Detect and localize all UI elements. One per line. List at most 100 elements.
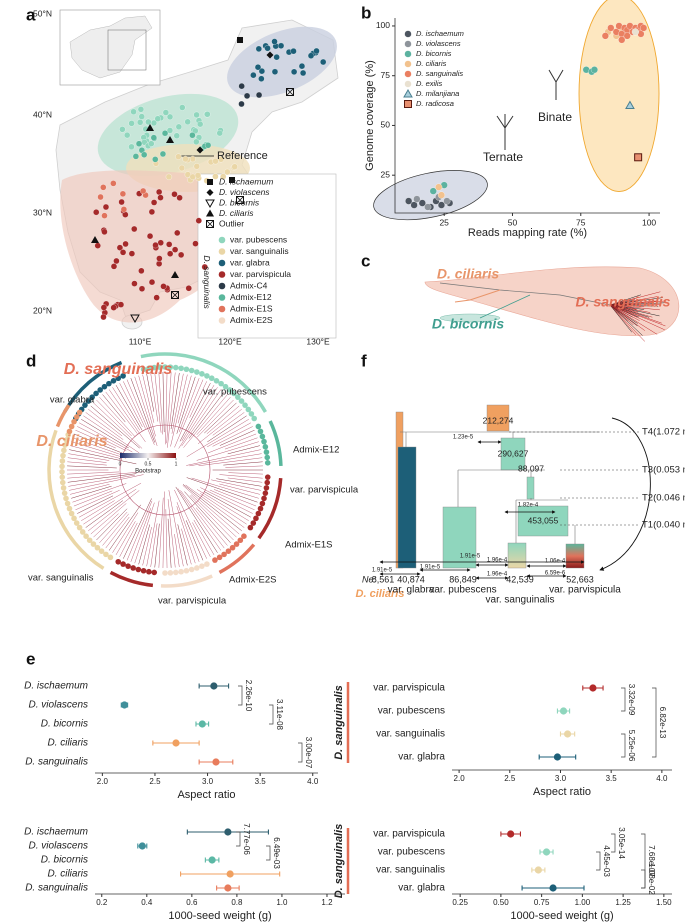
tip xyxy=(64,500,71,507)
dot xyxy=(549,884,557,892)
x-axis-title: Reads mapping rate (%) xyxy=(468,227,587,239)
sample-point xyxy=(193,138,200,145)
sample-point xyxy=(166,127,174,134)
branch xyxy=(207,415,247,443)
colorbar xyxy=(120,453,176,458)
sample-point xyxy=(173,132,180,139)
sample-point xyxy=(150,134,157,141)
y-tick-label: 50 xyxy=(381,120,391,130)
tip xyxy=(229,544,236,551)
clade-label: var. parvispicula xyxy=(158,596,227,607)
branch xyxy=(130,508,152,562)
significance-bracket xyxy=(621,733,626,758)
branch xyxy=(189,495,234,541)
shape-square xyxy=(207,179,213,185)
tip xyxy=(257,505,264,512)
migration-rate: 1.06e-4 xyxy=(545,559,566,565)
lat-tick-label: 30°N xyxy=(33,207,52,217)
x-tick-label: 50 xyxy=(508,217,518,227)
legend-group-label: D. sanguinalis xyxy=(202,255,212,309)
shape-triangle-up xyxy=(146,124,154,131)
branch xyxy=(197,399,234,438)
branch xyxy=(175,486,218,553)
population-label: var. pubescens xyxy=(429,585,496,596)
point xyxy=(623,32,631,40)
category-label: D. sanguinalis xyxy=(25,757,88,768)
region-northeast xyxy=(227,26,337,98)
icon-ternate xyxy=(496,114,514,150)
point xyxy=(404,60,412,68)
sample-point xyxy=(231,163,238,170)
dot xyxy=(507,830,515,838)
tip xyxy=(262,444,269,450)
category-label: var. pubescens xyxy=(378,706,445,717)
branch xyxy=(228,472,263,475)
branch xyxy=(200,487,253,514)
tip xyxy=(204,561,210,567)
tip xyxy=(264,454,271,461)
legend-swatch xyxy=(218,271,226,278)
p-value: 2.26e-10 xyxy=(244,680,253,712)
point xyxy=(590,66,598,74)
branch xyxy=(105,391,138,434)
x-tick-label: 2.0 xyxy=(97,777,109,786)
legend-label: D. milanjiana xyxy=(416,89,459,98)
significance-bracket xyxy=(298,742,303,763)
population-box xyxy=(442,506,477,569)
point xyxy=(404,40,412,48)
x-tick-label: 3.5 xyxy=(255,777,267,786)
branch xyxy=(67,461,107,466)
tip xyxy=(85,398,92,404)
migration-rate: 1.91e-5 xyxy=(372,568,393,574)
x-tick-label: 3.5 xyxy=(606,774,618,783)
sample-point xyxy=(204,111,211,118)
tip xyxy=(66,505,73,512)
sample-point xyxy=(138,285,146,292)
tip xyxy=(60,485,67,491)
dot xyxy=(210,682,218,690)
branch xyxy=(186,449,261,466)
clade-arc xyxy=(160,574,213,588)
x-tick-label: 25 xyxy=(439,217,449,227)
branch xyxy=(185,484,245,528)
x-tick-label: 100 xyxy=(642,217,656,227)
branch xyxy=(609,304,660,311)
branch xyxy=(182,484,242,532)
tip xyxy=(110,377,117,384)
tip xyxy=(94,544,101,551)
clade-arc xyxy=(47,429,105,570)
lon-tick-label: 120°E xyxy=(218,336,242,346)
legend-label: D. violascens xyxy=(416,39,461,48)
branch xyxy=(192,522,211,557)
tip xyxy=(261,438,267,445)
sample-point xyxy=(131,225,138,233)
tip xyxy=(167,570,174,576)
point xyxy=(618,36,626,44)
sample-point xyxy=(189,173,196,181)
tip xyxy=(222,383,229,390)
tip xyxy=(146,365,152,372)
branch xyxy=(212,426,253,447)
branch xyxy=(138,524,150,565)
branch xyxy=(102,394,126,423)
branch xyxy=(609,304,658,335)
branch xyxy=(79,422,133,453)
x-tick-label: 0.50 xyxy=(493,898,509,907)
tip xyxy=(263,485,270,491)
branch xyxy=(105,516,130,549)
sample-point xyxy=(110,263,118,270)
tip xyxy=(183,567,190,574)
branch xyxy=(177,524,188,566)
category-label: D. ischaemum xyxy=(24,681,88,692)
species-label: D. sanguinalis xyxy=(64,361,173,378)
legend-swatch xyxy=(218,282,226,290)
category-label: D. ciliaris xyxy=(47,869,88,880)
tip xyxy=(59,458,66,464)
tip xyxy=(178,365,184,372)
branch xyxy=(212,412,245,436)
branch xyxy=(71,485,112,499)
taxon-label: D. ciliaris xyxy=(437,266,499,282)
tip xyxy=(60,452,66,459)
tip xyxy=(194,565,200,571)
branch xyxy=(167,518,172,568)
